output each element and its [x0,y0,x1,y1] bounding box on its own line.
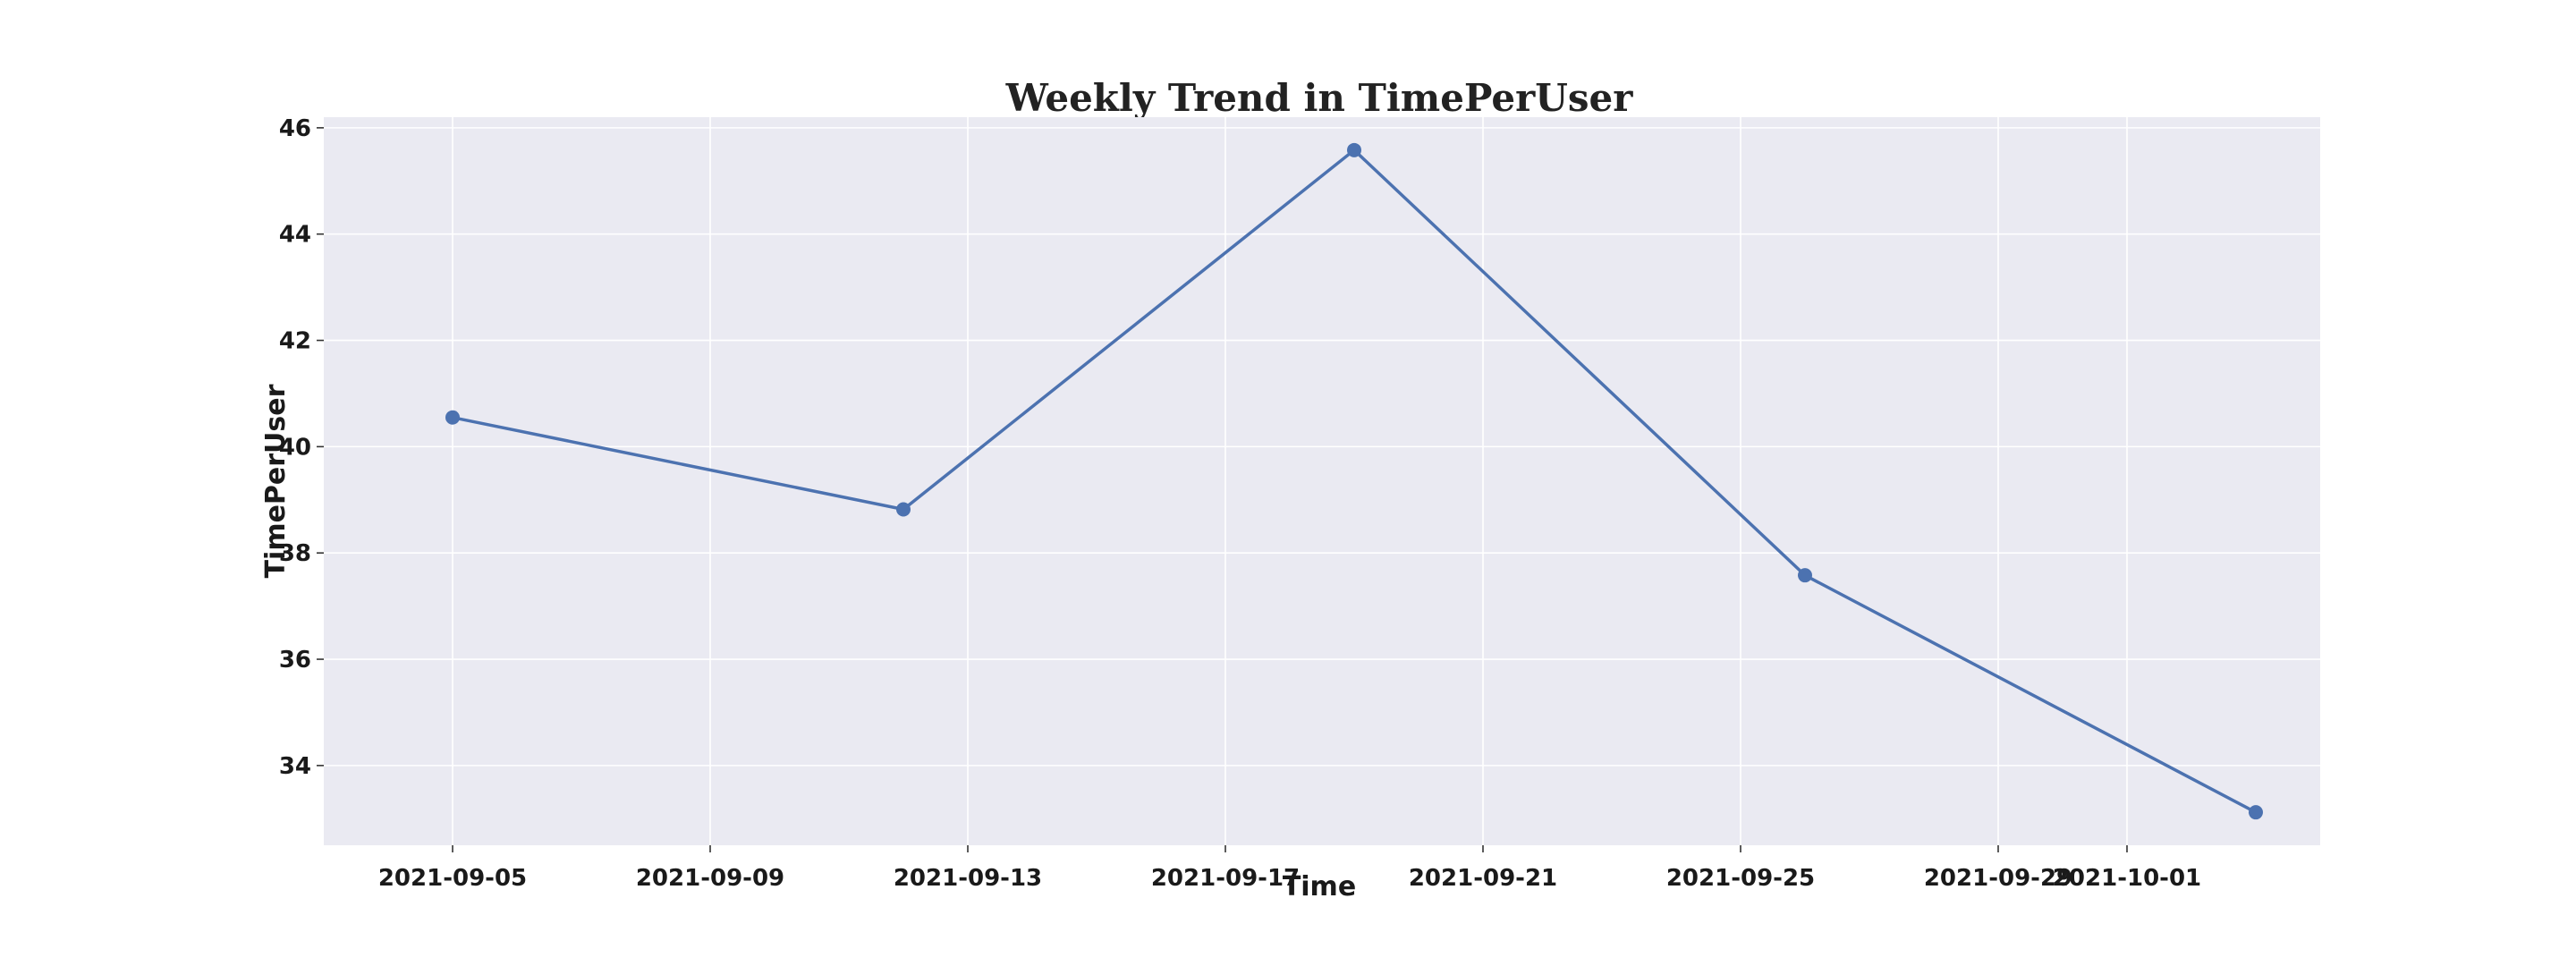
x-tick-label: 2021-09-25 [1666,865,1815,892]
data-point [896,502,911,517]
x-axis-ticks: 2021-09-05 2021-09-09 2021-09-13 2021-09-17… [378,845,2201,892]
data-points [445,142,2263,820]
x-tick-label: 2021-09-05 [378,865,527,892]
y-tick-label: 44 [279,222,311,249]
y-axis-label: TimePerUser [260,384,292,578]
chart-title: Weekly Trend in TimePerUser [1005,76,1634,120]
x-tick-label: 2021-09-17 [1151,865,1300,892]
x-tick-label: 2021-10-01 [2053,865,2201,892]
data-point [1347,142,1361,157]
x-axis-label: Time [1283,871,1356,902]
x-tick-label: 2021-09-21 [1409,865,1557,892]
data-point [445,410,460,425]
y-tick-label: 38 [279,540,311,567]
grid-lines [324,117,2320,845]
plot-area [324,117,2320,845]
data-point [2249,805,2263,820]
y-tick-label: 36 [279,647,311,674]
y-tick-label: 42 [279,328,311,355]
y-tick-label: 34 [279,753,311,780]
data-point [1798,568,1812,583]
y-axis-ticks: 34 36 38 40 42 44 46 [279,115,324,780]
x-tick-label: 2021-09-29 [1924,865,2072,892]
x-tick-label: 2021-09-13 [894,865,1042,892]
x-tick-label: 2021-09-09 [636,865,784,892]
y-tick-label: 40 [279,434,311,461]
y-tick-label: 46 [279,115,311,142]
